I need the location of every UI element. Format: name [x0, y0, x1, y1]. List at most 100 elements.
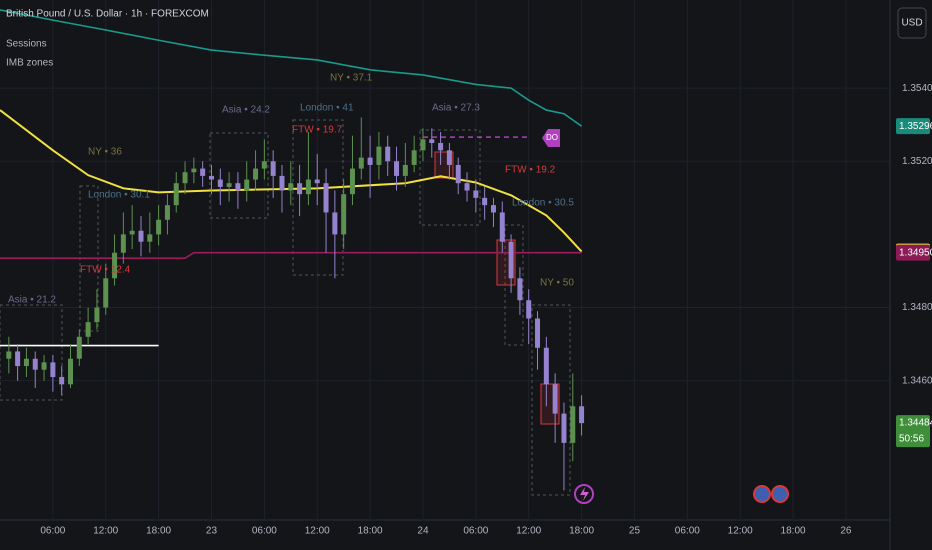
y-tick-label: 1.34800 — [902, 302, 932, 313]
indicator-line — [0, 9, 583, 127]
candle-body — [552, 384, 558, 414]
candle-body — [103, 278, 109, 308]
x-tick-label: 06:00 — [675, 526, 700, 537]
session-box — [0, 304, 63, 401]
candle-body — [508, 241, 514, 279]
candle-body — [138, 230, 144, 242]
chart-title: British Pound / U.S. Dollar · 1h · FOREX… — [6, 9, 209, 20]
candle-body — [226, 183, 232, 187]
candle-body — [402, 164, 408, 176]
candle-body — [129, 230, 135, 235]
candle-body — [341, 194, 347, 235]
annotation: Asia • 24.2 — [222, 105, 270, 116]
candle-body — [297, 183, 303, 195]
candle-body — [253, 168, 259, 180]
candle-body — [420, 139, 426, 151]
candle-body — [376, 146, 382, 165]
candle-body — [244, 179, 250, 191]
annotation: Asia • 27.3 — [432, 103, 480, 114]
candle-body — [429, 139, 435, 143]
price-label-box — [896, 118, 930, 135]
candle-body — [208, 175, 214, 180]
currency-button[interactable] — [897, 7, 927, 39]
x-tick-label: 18:00 — [358, 526, 383, 537]
candle-body — [41, 362, 47, 370]
candle-body — [76, 336, 82, 359]
candle-body — [579, 406, 585, 424]
annotation: NY • 50 — [540, 278, 574, 289]
annotation: FTW • 19.2 — [505, 165, 556, 176]
session-box — [531, 304, 571, 496]
x-tick-label: 23 — [206, 526, 218, 537]
x-tick-label: 12:00 — [728, 526, 753, 537]
candle-body — [50, 362, 56, 378]
annotation: NY • 37.1 — [330, 73, 373, 84]
x-tick-label: 18:00 — [781, 526, 806, 537]
candle-body — [314, 179, 320, 184]
candle-body — [217, 179, 223, 187]
x-tick-label: 26 — [840, 526, 852, 537]
y-tick-label: 1.35400 — [902, 83, 932, 94]
x-tick-label: 12:00 — [93, 526, 118, 537]
candle-body — [323, 183, 329, 213]
candle-body — [32, 358, 38, 370]
candle-body — [367, 157, 373, 165]
alert-icon[interactable] — [574, 484, 594, 504]
event-flag[interactable] — [771, 485, 789, 503]
annotation: London • 41 — [300, 103, 354, 114]
candle-body — [305, 179, 311, 195]
x-tick-label: 12:00 — [516, 526, 541, 537]
currency-label[interactable]: USD — [901, 18, 922, 29]
candle-body — [156, 219, 162, 235]
candle-body — [438, 142, 444, 151]
x-tick-label: 24 — [417, 526, 429, 537]
candle-body — [120, 234, 126, 253]
grid — [0, 0, 890, 520]
x-tick-label: 06:00 — [463, 526, 488, 537]
candle-body — [270, 161, 276, 176]
session-box — [419, 129, 481, 226]
indicator-line — [0, 109, 583, 253]
candle-body — [15, 351, 21, 367]
plot: Asia • 21.2 London • 30.1 NY • 36 FTW • 12.… — [0, 9, 585, 491]
candle-body — [85, 322, 91, 337]
candle-body — [473, 190, 479, 198]
candle-body — [147, 234, 153, 242]
annotation: London • 30.5 — [512, 198, 574, 209]
candle-body — [490, 205, 496, 213]
event-icons — [574, 484, 789, 504]
candle-body — [358, 157, 364, 169]
candle-body — [535, 318, 541, 348]
candle-body — [446, 150, 452, 165]
countdown: 50:56 — [899, 434, 924, 445]
candle-body — [543, 347, 549, 385]
candle-body — [411, 150, 417, 165]
candle-body — [482, 197, 488, 206]
indicator-label: Sessions — [6, 39, 47, 50]
candle-body — [191, 168, 197, 173]
annotation: NY • 36 — [88, 147, 122, 158]
price-label: 1.34484 — [899, 418, 932, 429]
price-label: 1.35296 — [899, 121, 932, 132]
candle-body — [526, 300, 532, 319]
candle-body — [182, 172, 188, 184]
candle-body — [561, 413, 567, 443]
candle-body — [173, 183, 179, 206]
indicator-line — [0, 251, 582, 259]
candle-body — [394, 161, 400, 176]
candle-body — [385, 146, 391, 162]
candle-body — [94, 307, 100, 323]
candle-body — [164, 205, 170, 220]
annotation: FTW • 12.4 — [80, 265, 131, 276]
event-flag[interactable] — [753, 485, 771, 503]
annotation: Asia • 21.2 — [8, 295, 56, 306]
candle-body — [464, 183, 470, 191]
candle-body — [288, 183, 294, 191]
annotation: DO — [546, 133, 558, 142]
candle-body — [455, 164, 461, 184]
annotation: London • 30.1 — [88, 190, 150, 201]
x-tick-label: 18:00 — [146, 526, 171, 537]
x-tick-label: 18:00 — [569, 526, 594, 537]
